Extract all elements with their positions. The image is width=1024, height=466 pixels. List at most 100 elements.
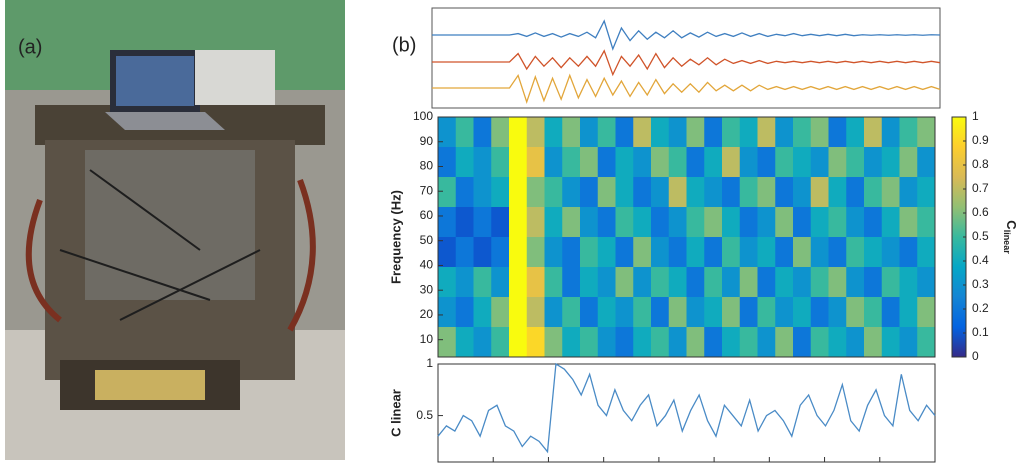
heatmap-cell xyxy=(651,267,670,298)
heatmap-cell xyxy=(633,177,652,208)
heatmap-cell xyxy=(509,207,528,238)
waveform xyxy=(432,73,941,105)
heatmap-cell xyxy=(775,117,794,148)
heatmap-cell xyxy=(526,297,545,328)
heatmap-cell xyxy=(722,327,741,358)
heatmap-cell xyxy=(722,267,741,298)
heatmap-cell xyxy=(509,267,528,298)
heatmap-cell xyxy=(562,297,581,328)
heatmap-cell xyxy=(615,267,634,298)
colorbar-tick-label: 0.2 xyxy=(972,301,989,315)
heatmap-cell xyxy=(810,177,829,208)
colorbar-tick-label: 0.9 xyxy=(972,133,989,147)
heatmap-cell xyxy=(473,237,492,268)
heatmap-cell xyxy=(473,207,492,238)
heatmap-cell xyxy=(810,207,829,238)
y-tick-label: 20 xyxy=(420,307,434,321)
heatmap-cell xyxy=(828,177,847,208)
heatmap-cell xyxy=(775,327,794,358)
heatmap-cell xyxy=(846,117,865,148)
heatmap-cell xyxy=(597,207,616,238)
heatmap-cell xyxy=(651,117,670,148)
heatmap-cell xyxy=(615,297,634,328)
heatmap-cell xyxy=(526,207,545,238)
heatmap-cell xyxy=(651,237,670,268)
y-tick-label: 50 xyxy=(420,233,434,247)
heatmap-cell xyxy=(917,267,936,298)
heatmap-cell xyxy=(757,207,776,238)
heatmap-cell xyxy=(562,117,581,148)
heatmap-cell xyxy=(633,267,652,298)
heatmap-cell xyxy=(881,147,900,178)
heatmap-cell xyxy=(864,327,883,358)
heatmap-cell xyxy=(491,207,510,238)
heatmap-cell xyxy=(668,267,687,298)
heatmap-cell xyxy=(509,117,528,148)
heatmap-cell xyxy=(562,177,581,208)
heatmap-cell xyxy=(881,117,900,148)
heatmap-cell xyxy=(757,147,776,178)
heatmap-cell xyxy=(597,177,616,208)
heatmap-cell xyxy=(633,297,652,328)
heatmap-cell xyxy=(704,147,723,178)
heatmap-cell xyxy=(846,147,865,178)
heatmap-cell xyxy=(899,267,918,298)
panel-label: (a) xyxy=(18,36,42,58)
heatmap-cell xyxy=(881,327,900,358)
heatmap-cell xyxy=(775,237,794,268)
heatmap-cell xyxy=(917,237,936,268)
heatmap-cell xyxy=(722,177,741,208)
heatmap-cell xyxy=(793,297,812,328)
y-tick-label: 70 xyxy=(420,183,434,197)
heatmap-cell xyxy=(846,237,865,268)
heatmap-cell xyxy=(757,267,776,298)
heatmap-cell xyxy=(828,117,847,148)
heatmap-cell xyxy=(580,327,599,358)
heatmap-cell xyxy=(491,147,510,178)
heatmap-cell xyxy=(846,327,865,358)
heatmap-cell xyxy=(864,177,883,208)
heatmap-cell xyxy=(597,297,616,328)
colorbar-tick-label: 0.8 xyxy=(972,157,989,171)
line-frame xyxy=(437,363,936,463)
y-tick-label: 0.5 xyxy=(416,408,433,422)
heatmap-cell xyxy=(793,237,812,268)
heatmap-cell xyxy=(686,327,705,358)
heatmap-cell xyxy=(899,207,918,238)
heatmap-cell xyxy=(491,267,510,298)
heatmap-cell xyxy=(526,117,545,148)
heatmap-cell xyxy=(739,147,758,178)
heatmap-cell xyxy=(615,117,634,148)
heatmap-cell xyxy=(775,147,794,178)
heatmap-cell xyxy=(633,327,652,358)
heatmap-cell xyxy=(580,207,599,238)
heatmap-cell xyxy=(438,267,457,298)
heatmap-cell xyxy=(668,147,687,178)
heatmap-cell xyxy=(864,207,883,238)
heatmap-cell xyxy=(651,297,670,328)
heatmap-cell xyxy=(491,177,510,208)
heatmap-cell xyxy=(917,327,936,358)
colorbar-tick-label: 1 xyxy=(972,109,979,123)
heatmap-cell xyxy=(438,147,457,178)
heatmap-cell xyxy=(580,297,599,328)
y-tick-label: 1 xyxy=(426,356,433,370)
y-axis-label: Frequency (Hz) xyxy=(388,190,403,284)
heatmap-cell xyxy=(686,177,705,208)
heatmap-cell xyxy=(775,297,794,328)
heatmap-cell xyxy=(438,297,457,328)
heatmap-cell xyxy=(810,147,829,178)
heatmap-cell xyxy=(775,267,794,298)
heatmap-cell xyxy=(828,297,847,328)
heatmap-cell xyxy=(526,237,545,268)
y-tick-label: 100 xyxy=(413,109,433,123)
heatmap-cell xyxy=(810,297,829,328)
heatmap-cell xyxy=(455,177,474,208)
heatmap-cell xyxy=(686,117,705,148)
heatmap-cell xyxy=(686,297,705,328)
colorbar-tick-label: 0 xyxy=(972,349,979,363)
heatmap-cell xyxy=(668,297,687,328)
heatmap-cell xyxy=(580,177,599,208)
heatmap-cell xyxy=(544,267,563,298)
